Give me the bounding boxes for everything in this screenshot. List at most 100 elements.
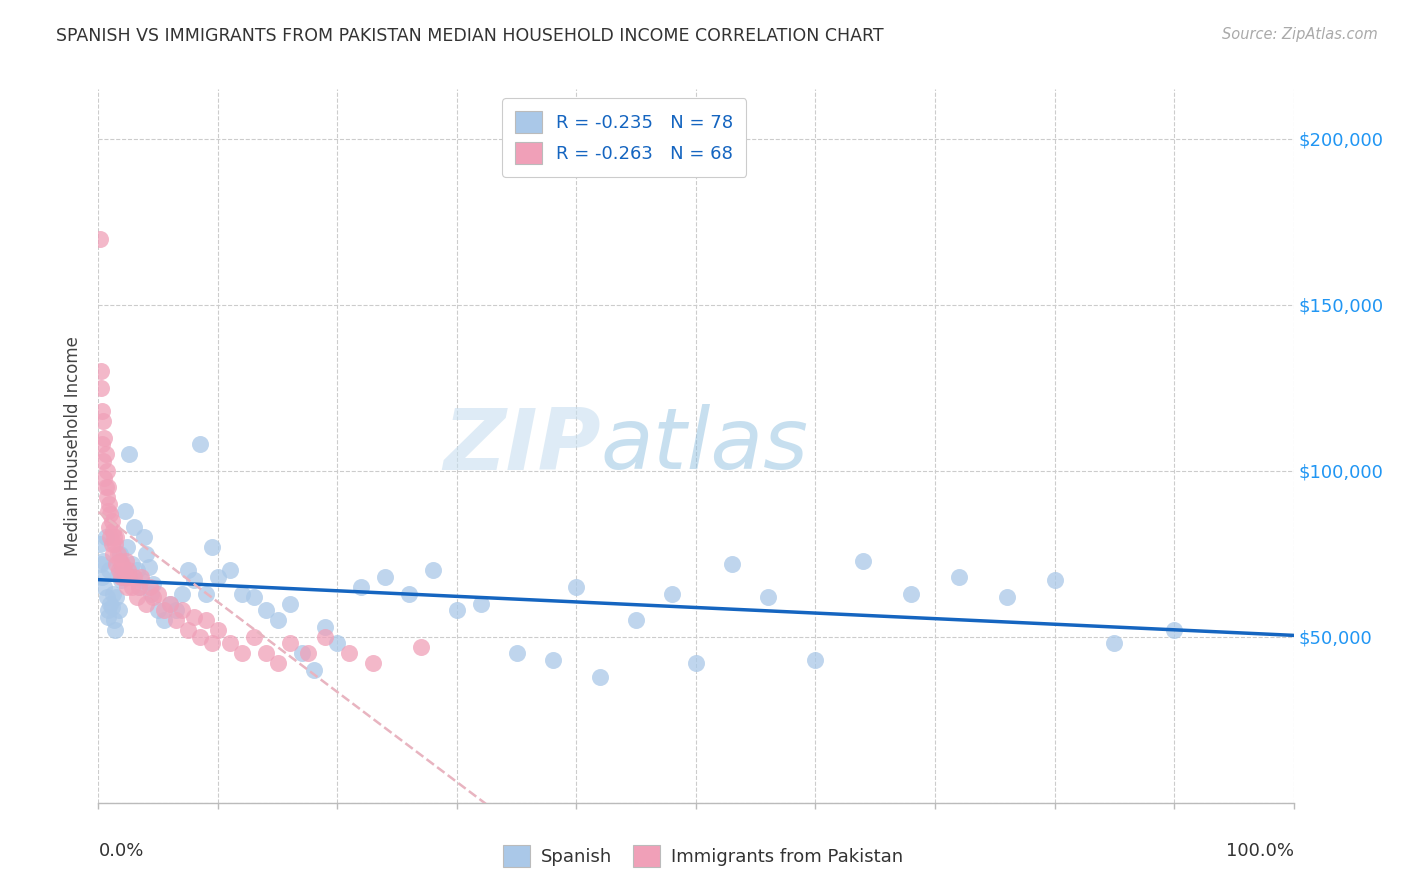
Point	[177, 564, 200, 578]
Point	[243, 590, 266, 604]
Point	[721, 557, 744, 571]
Point	[98, 497, 121, 511]
Point	[90, 381, 112, 395]
Point	[107, 566, 129, 581]
Point	[148, 603, 170, 617]
Point	[201, 540, 224, 554]
Point	[194, 587, 218, 601]
Point	[98, 520, 121, 534]
Point	[91, 553, 114, 567]
Point	[96, 491, 118, 505]
Point	[363, 657, 385, 671]
Point	[97, 603, 120, 617]
Point	[90, 557, 112, 571]
Point	[398, 587, 420, 601]
Point	[142, 590, 165, 604]
Point	[207, 624, 229, 638]
Point	[100, 537, 122, 551]
Point	[108, 553, 131, 567]
Point	[291, 647, 314, 661]
Point	[446, 603, 468, 617]
Point	[339, 647, 360, 661]
Point	[103, 530, 125, 544]
Point	[267, 613, 290, 627]
Text: SPANISH VS IMMIGRANTS FROM PAKISTAN MEDIAN HOUSEHOLD INCOME CORRELATION CHART: SPANISH VS IMMIGRANTS FROM PAKISTAN MEDI…	[56, 27, 884, 45]
Point	[108, 547, 131, 561]
Point	[124, 520, 146, 534]
Point	[114, 570, 136, 584]
Point	[121, 580, 143, 594]
Point	[104, 537, 127, 551]
Point	[128, 580, 150, 594]
Point	[172, 603, 194, 617]
Point	[1102, 636, 1125, 650]
Point	[105, 557, 128, 571]
Point	[110, 574, 132, 588]
Point	[97, 481, 120, 495]
Point	[1043, 574, 1066, 588]
Point	[165, 613, 187, 627]
Point	[626, 613, 648, 627]
Point	[1163, 624, 1185, 638]
Point	[661, 587, 683, 601]
Point	[188, 630, 211, 644]
Point	[278, 636, 301, 650]
Point	[183, 610, 205, 624]
Point	[91, 404, 114, 418]
Point	[94, 447, 117, 461]
Point	[96, 590, 118, 604]
Point	[90, 364, 112, 378]
Point	[125, 590, 148, 604]
Point	[118, 447, 141, 461]
Point	[97, 504, 120, 518]
Point	[201, 636, 224, 650]
Point	[101, 524, 124, 538]
Point	[183, 574, 205, 588]
Point	[411, 640, 433, 654]
Point	[91, 454, 114, 468]
Point	[188, 437, 211, 451]
Point	[98, 507, 122, 521]
Point	[131, 570, 153, 584]
Point	[315, 620, 337, 634]
Point	[995, 590, 1018, 604]
Point	[852, 553, 875, 567]
Point	[219, 564, 242, 578]
Point	[115, 580, 138, 594]
Point	[900, 587, 922, 601]
Point	[101, 547, 124, 561]
Point	[243, 630, 266, 644]
Point	[165, 603, 187, 617]
Point	[103, 613, 125, 627]
Point	[315, 630, 337, 644]
Point	[91, 570, 114, 584]
Point	[231, 647, 253, 661]
Point	[115, 540, 138, 554]
Point	[231, 587, 253, 601]
Point	[107, 564, 129, 578]
Point	[153, 603, 176, 617]
Point	[128, 580, 150, 594]
Point	[172, 587, 194, 601]
Point	[118, 570, 141, 584]
Point	[89, 231, 111, 245]
Text: ZIP: ZIP	[443, 404, 600, 488]
Legend: Spanish, Immigrants from Pakistan: Spanish, Immigrants from Pakistan	[495, 838, 911, 874]
Point	[112, 564, 135, 578]
Point	[153, 613, 176, 627]
Point	[326, 636, 349, 650]
Point	[302, 663, 325, 677]
Point	[254, 647, 277, 661]
Point	[470, 597, 492, 611]
Point	[685, 657, 707, 671]
Point	[107, 547, 129, 561]
Point	[125, 564, 148, 578]
Point	[117, 564, 139, 578]
Point	[94, 481, 117, 495]
Point	[98, 530, 122, 544]
Point	[374, 570, 396, 584]
Point	[159, 597, 181, 611]
Point	[93, 470, 115, 484]
Point	[506, 647, 529, 661]
Point	[278, 597, 301, 611]
